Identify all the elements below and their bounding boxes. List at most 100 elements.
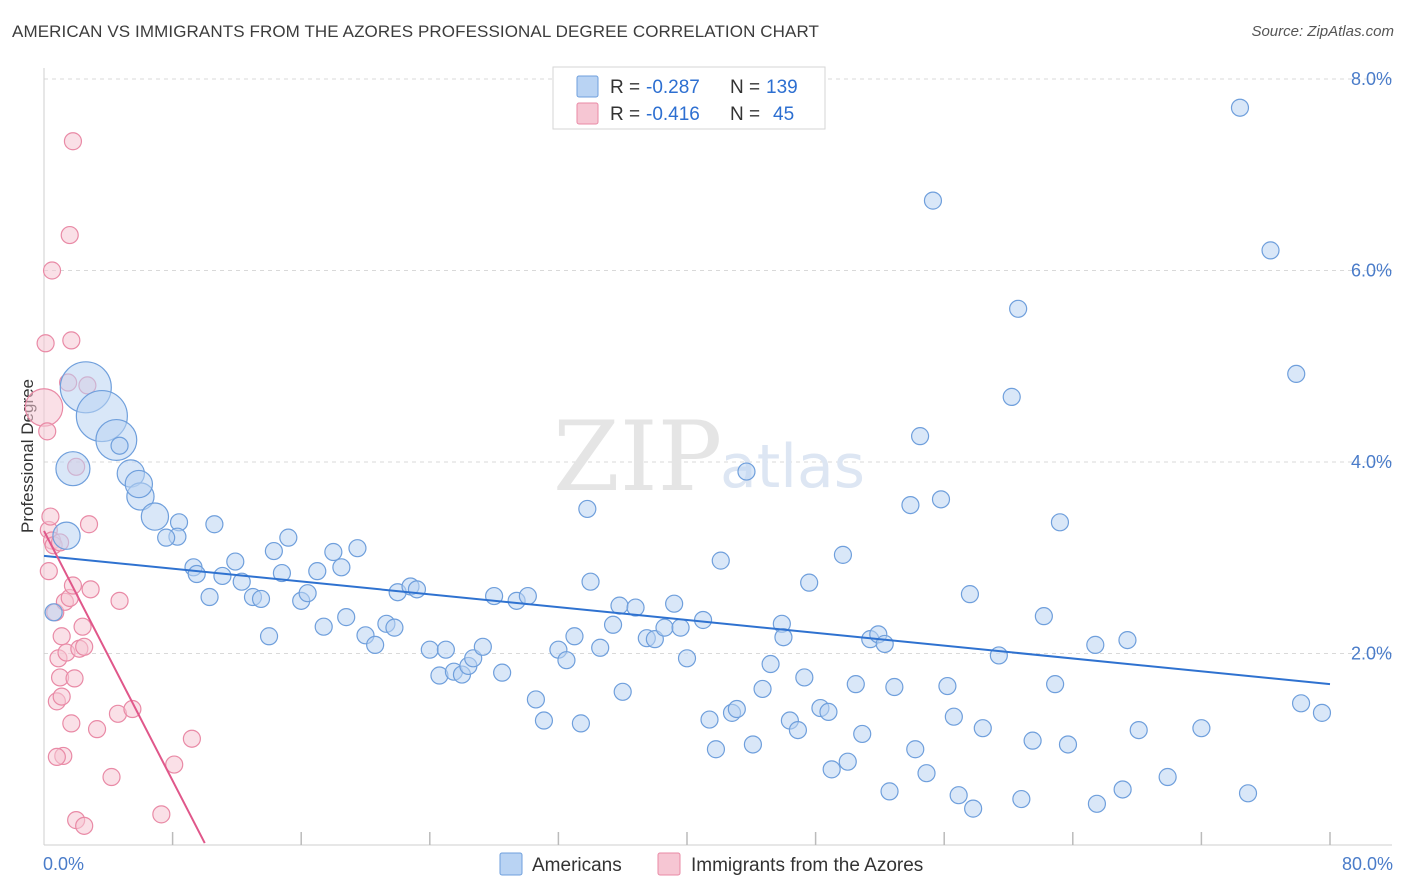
chart-title: AMERICAN VS IMMIGRANTS FROM THE AZORES P… [12,22,820,41]
data-point [272,563,292,583]
data-point [38,422,57,441]
data-point [324,542,343,562]
x-tick-label-max: 80.0% [1342,854,1393,874]
source-label: Source: ZipAtlas.com [1251,23,1394,40]
data-point [1192,719,1211,738]
data-point [157,528,176,547]
americans-trend-line [43,554,1331,686]
data-point [610,596,629,615]
data-point [819,702,838,722]
data-point [1230,98,1250,117]
watermark-zip: ZIP [553,401,722,513]
data-point [200,587,219,607]
data-point [110,591,129,610]
data-point [36,334,55,353]
y-tick-label: 8.0% [1351,69,1392,89]
legend-r-value: -0.416 [646,104,700,125]
data-point [473,637,492,656]
data-point [906,740,925,759]
data-point [833,545,853,564]
data-point [581,572,600,591]
data-point [65,669,84,688]
data-point [314,617,333,636]
data-point [737,462,756,481]
data-point [52,521,81,550]
legend-top: R = -0.287 N = 139 R = -0.416 N = 45 [552,66,826,130]
data-point [626,598,645,617]
legend-bottom-americans: Americans [532,855,622,876]
gridlines [44,78,1392,654]
data-point [493,663,512,682]
data-point [822,760,841,779]
legend-r-label: R = [610,104,640,125]
data-point [901,495,920,515]
data-point [875,634,894,654]
data-point [846,675,865,694]
data-point [1046,675,1065,694]
data-point [1058,735,1078,754]
data-point [165,755,184,774]
data-point [700,710,719,729]
data-point [1034,607,1053,626]
legend-bottom-azores: Immigrants from the Azores [691,855,923,876]
data-point [366,635,385,654]
data-point [880,782,899,801]
data-point [110,436,129,455]
data-point [910,427,930,446]
legend-swatch-americans [576,75,599,98]
data-point [1312,703,1332,722]
data-point [534,711,554,730]
legend-bottom: Americans Immigrants from the Azores [499,852,923,876]
data-point [1291,694,1311,713]
legend-n-label: N = [730,104,760,125]
data-point [55,451,91,487]
data-point [944,707,963,726]
data-point [47,747,66,767]
data-point [557,651,576,670]
data-point [774,628,793,647]
data-point [1009,299,1028,318]
data-point [571,714,591,733]
data-point [1118,630,1137,650]
axes [43,68,1392,846]
data-point [75,816,94,835]
watermark: ZIP atlas [553,401,865,513]
y-tick-label: 4.0% [1351,452,1392,472]
data-point [63,132,83,151]
data-point [1287,364,1306,384]
data-point [337,608,356,627]
data-point [853,724,872,744]
data-point [1113,780,1132,799]
data-point [693,610,713,630]
data-point [665,594,684,613]
data-point [885,677,904,697]
data-point [1087,794,1107,813]
legend-n-value: 139 [766,77,798,98]
data-point [140,502,170,531]
data-point [1050,513,1070,532]
data-point [565,627,584,646]
data-point [102,767,121,787]
data-point [420,640,439,659]
data-point [124,469,154,499]
legend-bottom-swatch-americans [499,852,523,876]
data-point [711,551,730,570]
data-point [931,490,951,509]
data-point [800,573,819,592]
azores-points [24,132,201,835]
legend-swatch-azores [576,102,599,125]
data-point [87,720,107,739]
data-point [603,615,623,634]
data-point [205,515,224,534]
data-point [187,564,206,584]
data-point [308,562,327,581]
data-point [41,507,60,526]
data-point [949,786,968,805]
data-point [655,618,674,637]
data-point [348,539,367,558]
data-point [761,654,780,674]
data-point [788,720,808,740]
data-point [182,729,201,748]
data-point [52,627,71,646]
